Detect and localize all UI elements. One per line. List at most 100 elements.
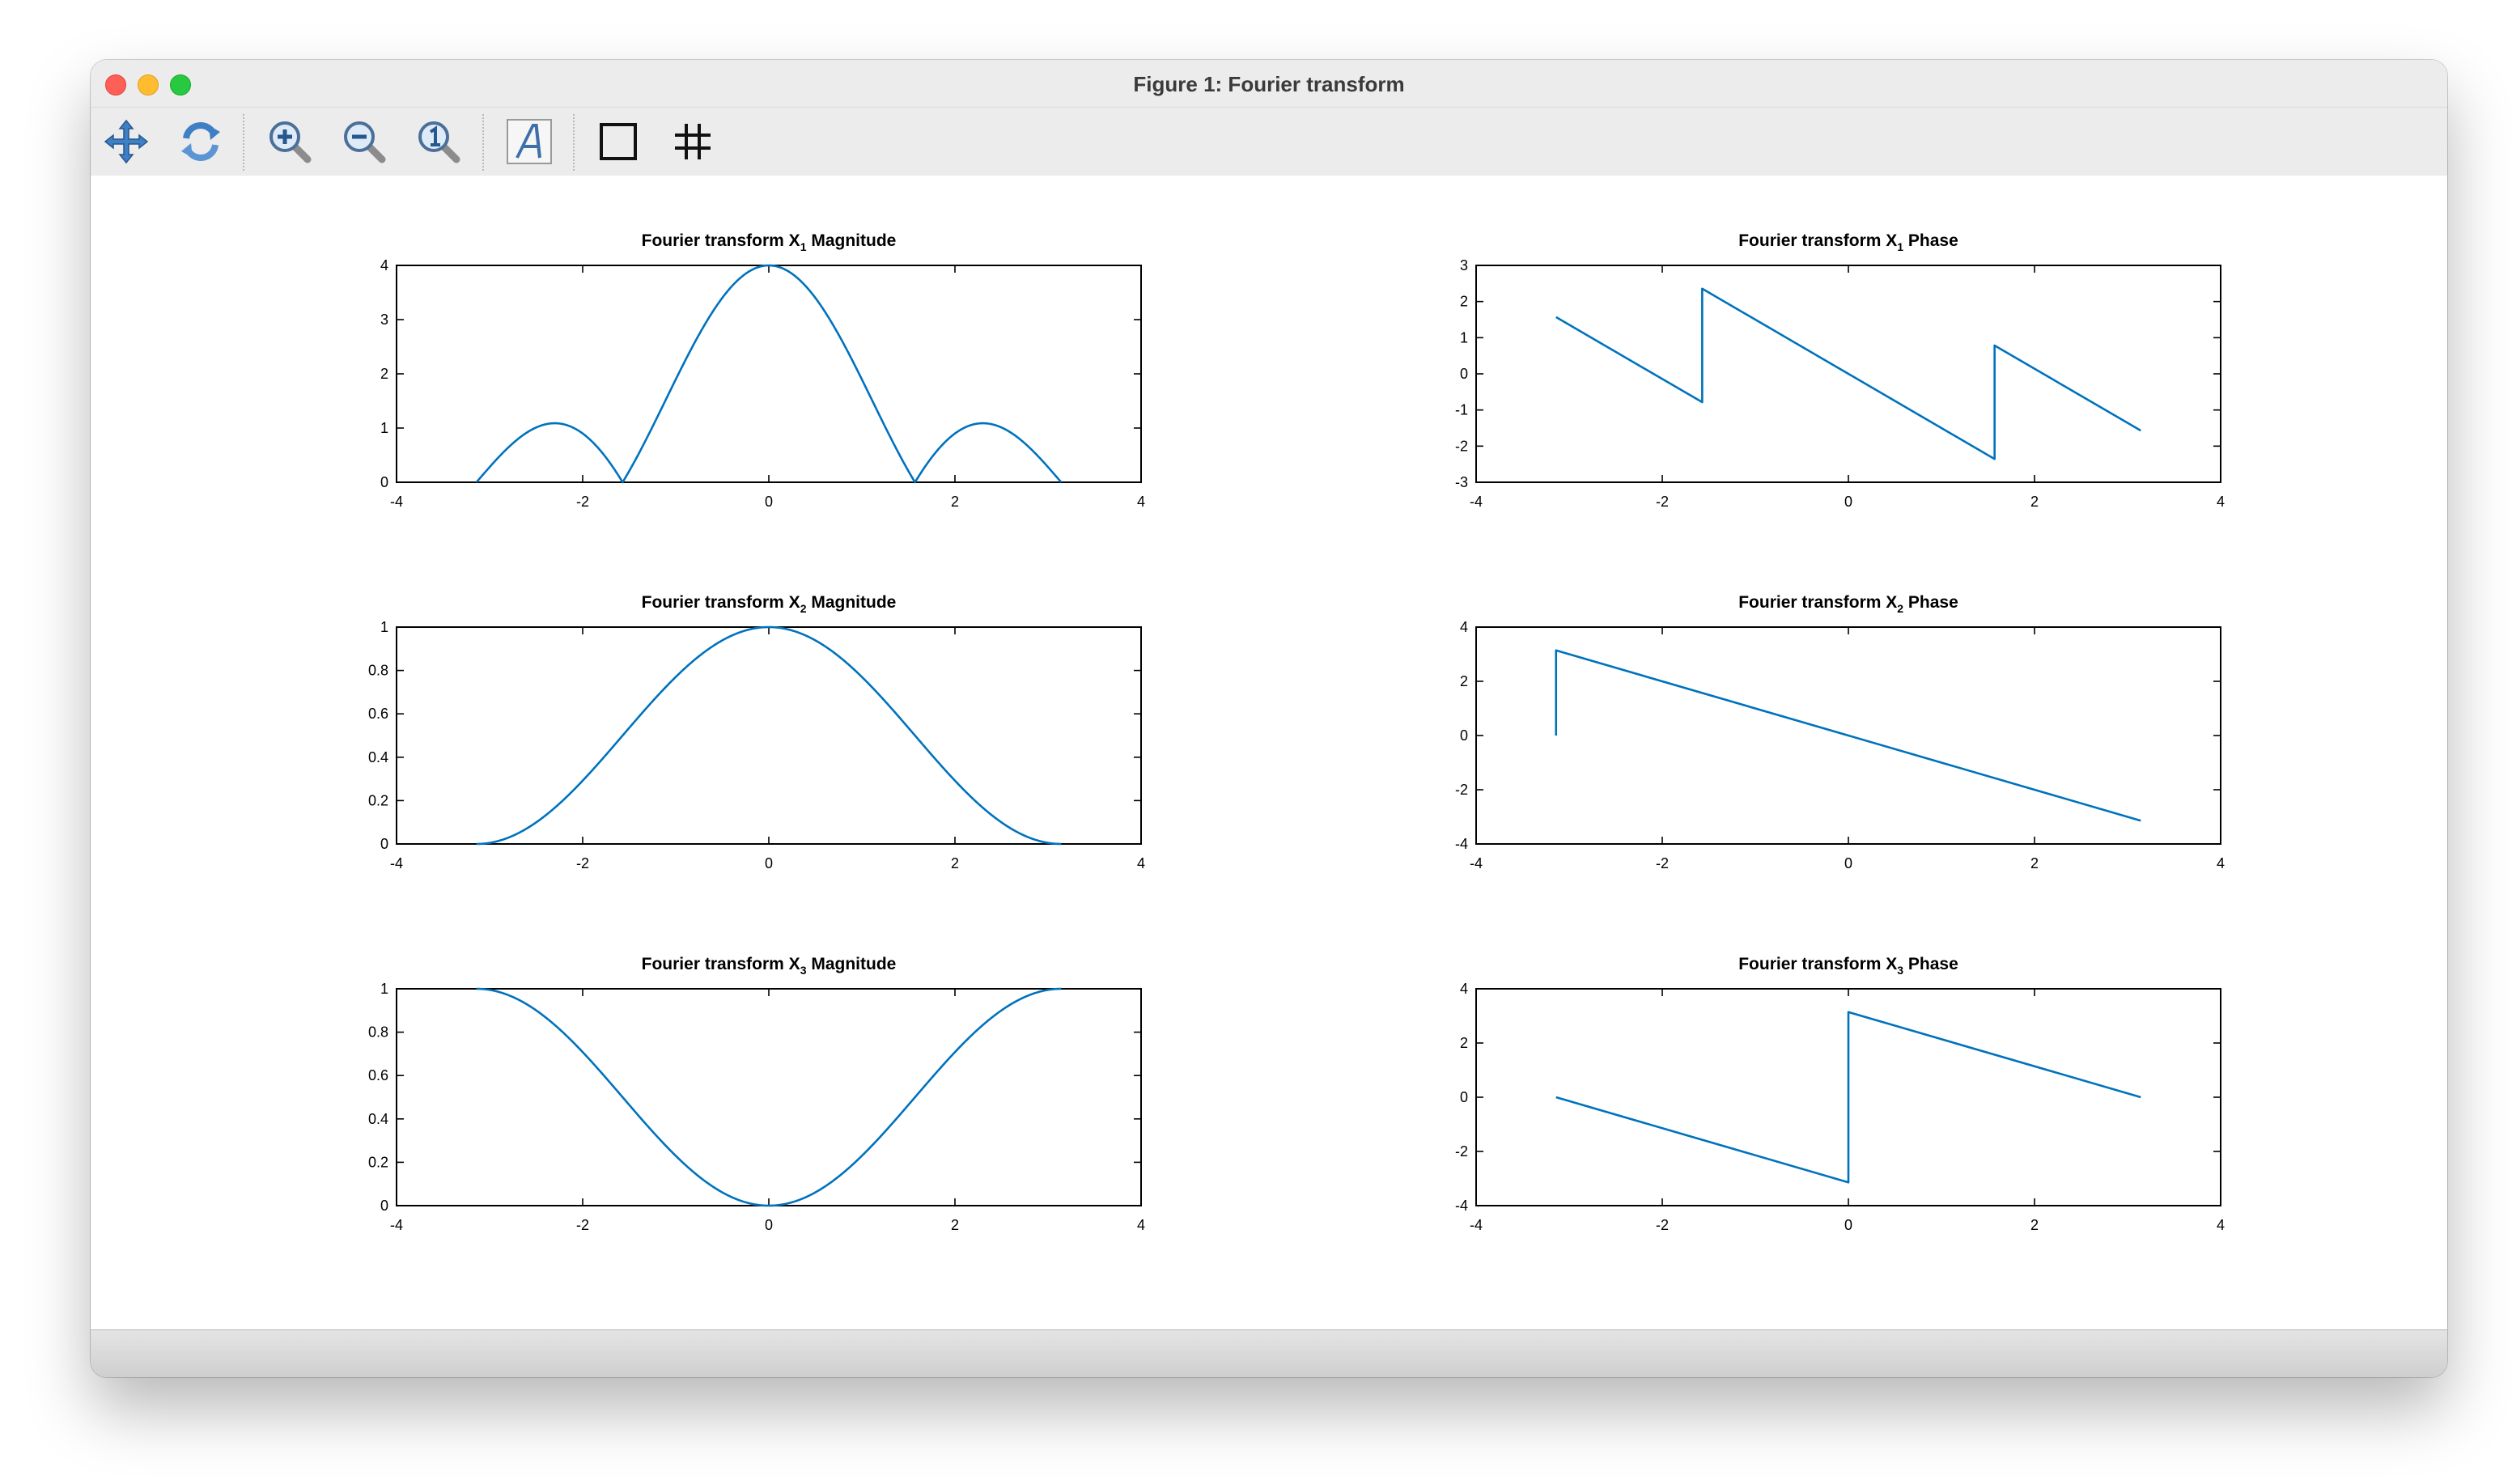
axes-box-icon [600,123,637,160]
zoom-out-button[interactable] [338,116,390,167]
y-tick-label: 0.8 [368,1024,388,1041]
series-line [1555,1011,2141,1184]
y-tick-label: 4 [380,257,388,273]
y-tick-label: 2 [1460,294,1468,310]
axes-box-button[interactable] [592,116,644,167]
y-tick-label: 0 [1460,366,1468,382]
x-tick-label: 4 [2217,1217,2225,1233]
y-tick-label: -1 [1455,402,1468,418]
series-line [475,264,1063,484]
subplot-4: Fourier transform X2 Phase -4 -2 0 2 4 -4 -2 0 2 4 [1455,593,2225,871]
figure-window: Figure 1: Fourier transform [91,60,2447,1377]
y-tick-label: 2 [380,366,388,382]
zoom-in-icon [269,121,312,163]
x-tick-label: 0 [1844,494,1852,510]
x-tick-label: 0 [1844,855,1852,871]
y-tick-label: 1 [1460,329,1468,346]
x-tick-label: 4 [2217,855,2225,871]
subplot-5: Fourier transform X3 Magnitude -4 -2 0 2 4 0 0.… [368,955,1145,1233]
y-tick-label: 0 [380,474,388,490]
rotate-button[interactable] [175,116,227,167]
y-tick-label: 0 [380,836,388,852]
maximize-window-button[interactable] [170,74,191,95]
y-tick-label: 0.4 [368,1111,388,1127]
close-window-button[interactable] [105,74,126,95]
y-tick-label: 0 [1460,727,1468,744]
subplot-1: Fourier transform X1 Magnitude -4 -2 0 2 4 0 1 2… [380,231,1145,510]
status-bar [91,1329,2447,1377]
axes-box [396,626,1142,845]
pan-icon [104,119,149,164]
x-tick-label: -4 [1470,494,1483,510]
y-tick-label: 3 [380,312,388,328]
y-tick-label: -4 [1455,1198,1468,1214]
axes-box [396,265,1142,483]
x-tick-label: 0 [765,1217,773,1233]
grid-icon [675,124,711,159]
window-title: Figure 1: Fourier transform [1133,72,1405,96]
subplot-2: Fourier transform X1 Phase -4 -2 0 2 4 -3 -2 -1 0… [1455,231,2225,510]
x-tick-label: 4 [1137,494,1145,510]
x-tick-label: 0 [765,494,773,510]
y-tick-label: 0.6 [368,1067,388,1083]
zoom-reset-icon [418,121,460,163]
y-tick-label: 3 [1460,257,1468,273]
x-tick-label: 4 [1137,855,1145,871]
x-tick-label: 0 [1844,1217,1852,1233]
y-tick-label: 1 [380,981,388,997]
x-tick-label: 2 [2030,1217,2039,1233]
x-tick-label: -2 [1656,494,1669,510]
x-tick-label: 2 [951,855,959,871]
x-tick-label: -2 [576,494,589,510]
x-tick-label: -2 [1656,1217,1669,1233]
x-tick-label: -2 [1656,855,1669,871]
x-tick-label: 2 [951,1217,959,1233]
y-tick-label: 0.2 [368,792,388,808]
y-tick-label: -2 [1455,1143,1468,1160]
subplot-title: Fourier transform X3 Magnitude [642,955,897,977]
x-tick-label: -4 [1470,855,1483,871]
y-tick-label: -2 [1455,782,1468,798]
y-tick-label: 1 [380,619,388,635]
subplot-title: Fourier transform X1 Magnitude [642,231,897,253]
zoom-reset-button[interactable] [413,116,465,167]
x-tick-label: -2 [576,1217,589,1233]
y-tick-label: 2 [1460,1035,1468,1051]
y-tick-label: -2 [1455,438,1468,454]
grid-button[interactable] [667,116,719,167]
plot-area: Fourier transform X1 Magnitude -4 -2 0 2 4 0 1 2… [91,176,2447,1329]
x-tick-label: 2 [2030,855,2039,871]
subplot-title: Fourier transform X3 Phase [1738,955,1958,977]
x-tick-label: -4 [1470,1217,1483,1233]
y-tick-label: 4 [1460,619,1468,635]
minimize-window-button[interactable] [138,74,159,95]
figure-toolbar [91,108,2447,176]
y-tick-label: 0.6 [368,706,388,722]
y-tick-label: 0.2 [368,1154,388,1170]
rotate-icon [181,122,220,161]
text-insert-button[interactable] [503,116,555,167]
subplot-3: Fourier transform X2 Magnitude -4 -2 0 2 4 0 0.… [368,593,1145,871]
series-line [476,625,1062,846]
x-tick-label: 4 [2217,494,2225,510]
y-tick-label: 0.8 [368,663,388,679]
x-tick-label: -4 [390,494,403,510]
y-tick-label: -4 [1455,836,1468,852]
y-tick-label: 1 [380,420,388,436]
subplots-canvas[interactable]: Fourier transform X1 Magnitude -4 -2 0 2 4 0 1 2… [91,176,2447,1329]
subplot-title: Fourier transform X1 Phase [1738,231,1958,253]
x-tick-label: -4 [390,855,403,871]
x-tick-label: 2 [951,494,959,510]
y-tick-label: 0 [380,1198,388,1214]
y-tick-label: 0 [1460,1089,1468,1105]
subplot-title: Fourier transform X2 Magnitude [642,593,897,615]
title-bar[interactable]: Figure 1: Fourier transform [91,60,2447,108]
axes-box [396,988,1142,1206]
series-line [1555,649,2141,822]
zoom-out-icon [344,121,386,163]
zoom-in-button[interactable] [264,116,316,167]
pan-button[interactable] [100,116,152,167]
y-tick-label: 4 [1460,981,1468,997]
y-tick-label: 0.4 [368,749,388,765]
series-line [1555,287,2141,460]
